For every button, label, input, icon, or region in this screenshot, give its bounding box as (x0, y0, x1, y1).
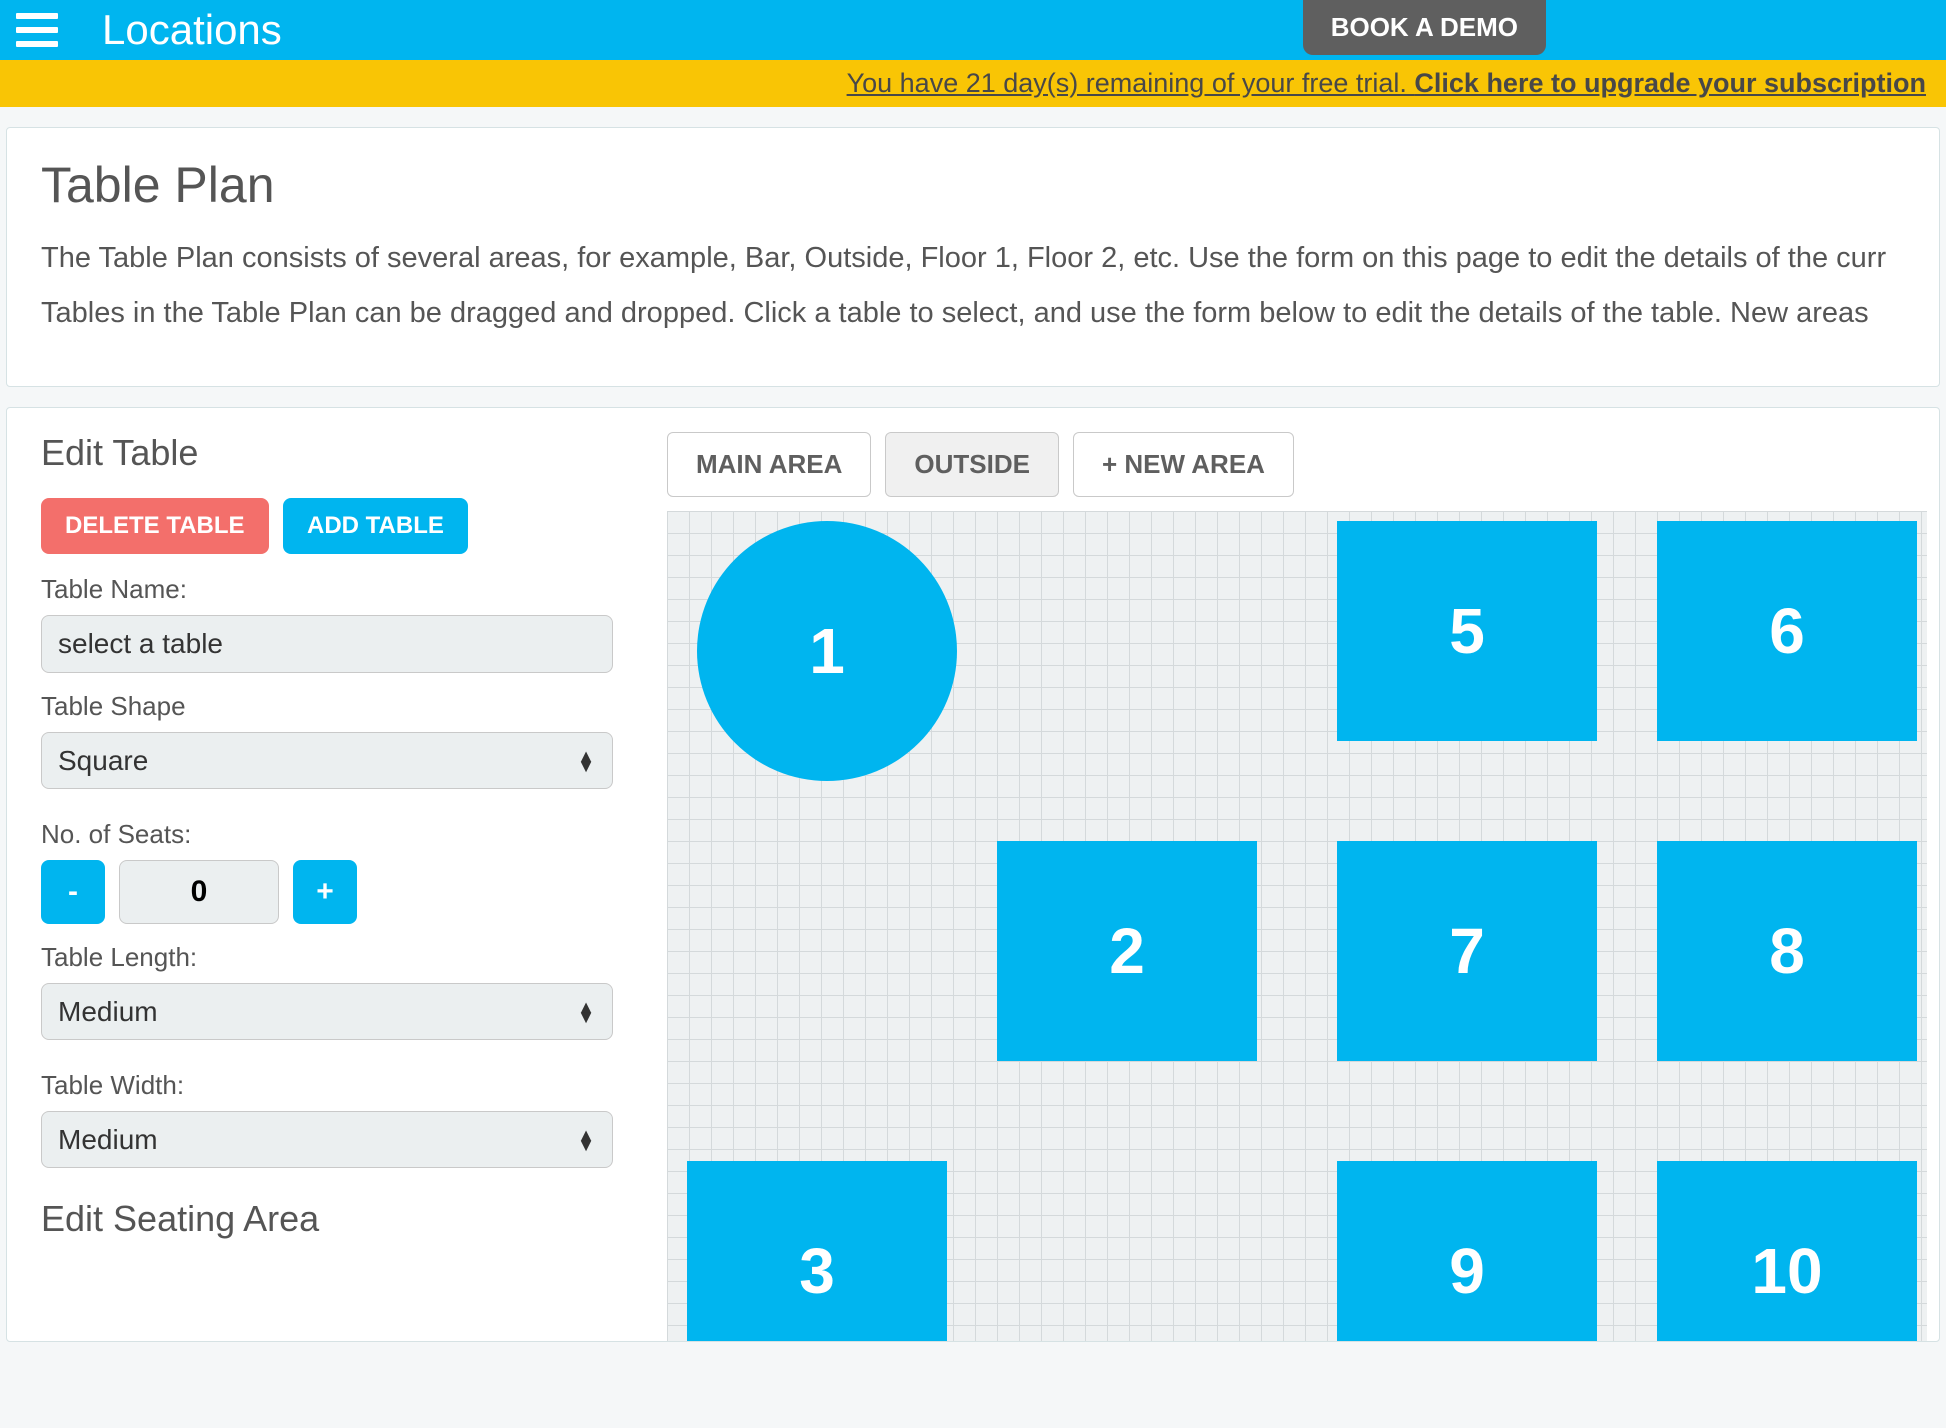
table-shape-label: Table Shape (41, 691, 613, 722)
intro-title: Table Plan (41, 156, 1905, 214)
table-9[interactable]: 9 (1337, 1161, 1597, 1341)
delete-table-button[interactable]: DELETE TABLE (41, 498, 269, 554)
trial-link[interactable]: You have 21 day(s) remaining of your fre… (847, 68, 1926, 98)
table-1[interactable]: 1 (697, 521, 957, 781)
table-8[interactable]: 8 (1657, 841, 1917, 1061)
tab-main-area[interactable]: MAIN AREA (667, 432, 871, 497)
table-length-label: Table Length: (41, 942, 613, 973)
table-width-select[interactable]: Medium (41, 1111, 613, 1168)
tab-new-area[interactable]: + NEW AREA (1073, 432, 1294, 497)
add-table-button[interactable]: ADD TABLE (283, 498, 468, 554)
edit-seating-area-heading: Edit Seating Area (41, 1198, 613, 1240)
table-name-label: Table Name: (41, 574, 613, 605)
topbar: Locations BOOK A DEMO (0, 0, 1946, 60)
edit-table-sidebar: Edit Table DELETE TABLE ADD TABLE Table … (7, 432, 647, 1341)
table-6[interactable]: 6 (1657, 521, 1917, 741)
table-name-input[interactable] (41, 615, 613, 673)
edit-table-heading: Edit Table (41, 432, 613, 474)
trial-text-1: You have 21 day(s) remaining of your fre… (847, 68, 1415, 98)
table-10[interactable]: 10 (1657, 1161, 1917, 1341)
workspace: Edit Table DELETE TABLE ADD TABLE Table … (6, 407, 1940, 1342)
book-demo-button[interactable]: BOOK A DEMO (1303, 0, 1546, 55)
page-title: Locations (102, 6, 282, 54)
table-width-label: Table Width: (41, 1070, 613, 1101)
intro-p2: Tables in the Table Plan can be dragged … (41, 297, 1905, 330)
table-5[interactable]: 5 (1337, 521, 1597, 741)
table-plan-canvas[interactable]: 1 56 278 3 9 10 (667, 511, 1927, 1341)
seats-decrement-button[interactable]: - (41, 860, 105, 924)
seats-input[interactable] (119, 860, 279, 924)
menu-icon[interactable] (16, 13, 58, 47)
table-length-select[interactable]: Medium (41, 983, 613, 1040)
trial-banner: You have 21 day(s) remaining of your fre… (0, 60, 1946, 107)
table-3[interactable]: 3 (687, 1161, 947, 1341)
trial-text-2: Click here to upgrade your subscription (1414, 68, 1926, 98)
table-2[interactable]: 2 (997, 841, 1257, 1061)
intro-panel: Table Plan The Table Plan consists of se… (6, 127, 1940, 387)
table-shape-select[interactable]: Square (41, 732, 613, 789)
seats-increment-button[interactable]: + (293, 860, 357, 924)
plan-area: MAIN AREA OUTSIDE + NEW AREA 1 56 278 3 9 10 (647, 432, 1939, 1341)
intro-p1: The Table Plan consists of several areas… (41, 242, 1905, 275)
table-7[interactable]: 7 (1337, 841, 1597, 1061)
tab-outside[interactable]: OUTSIDE (885, 432, 1059, 497)
seats-label: No. of Seats: (41, 819, 613, 850)
